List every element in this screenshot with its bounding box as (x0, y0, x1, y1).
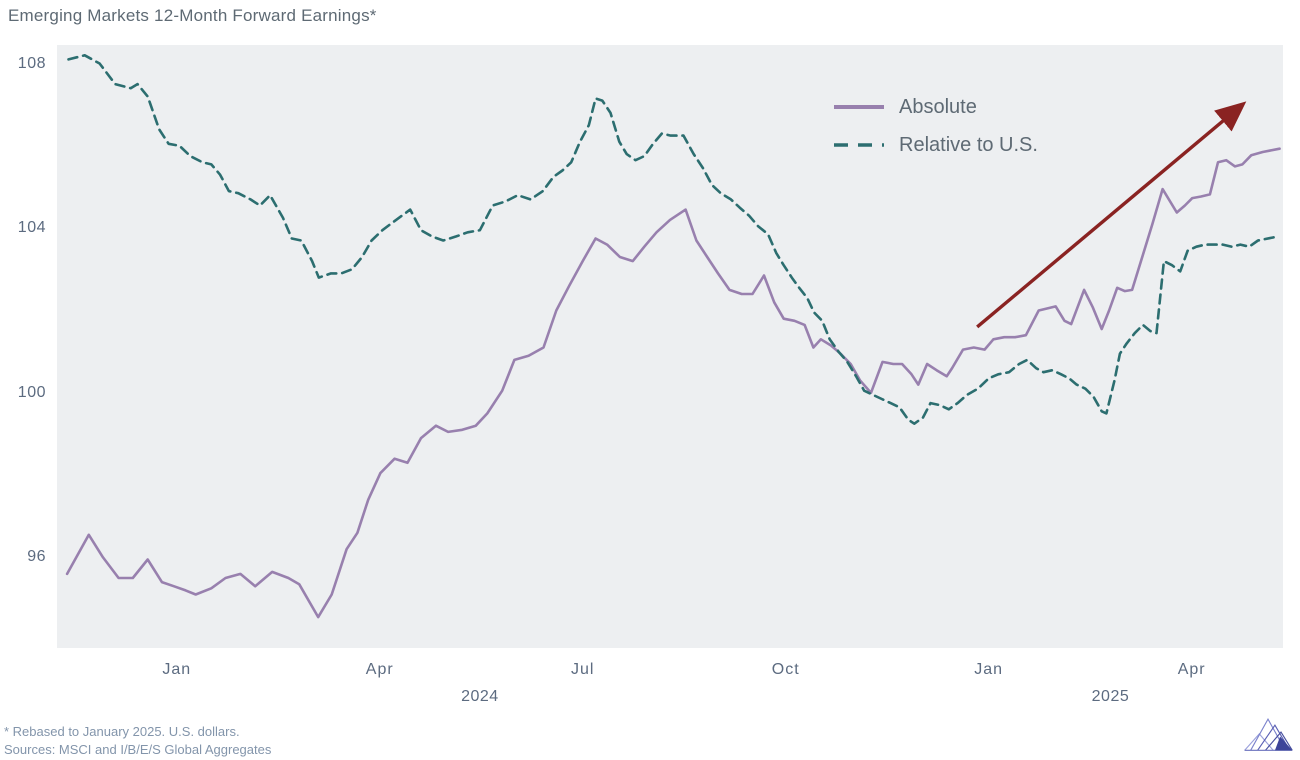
year-label-2024: 2024 (461, 688, 499, 705)
x-tick-label: Jan (974, 661, 1004, 678)
footnotes: * Rebased to January 2025. U.S. dollars.… (4, 723, 271, 759)
x-tick-label: Apr (1177, 661, 1206, 678)
footnote-sources: Sources: MSCI and I/B/E/S Global Aggrega… (4, 742, 272, 757)
y-tick-label-100: 100 (17, 383, 46, 401)
series-line-relative (67, 53, 1280, 426)
y-tick-label-96: 96 (27, 548, 46, 566)
year-label-2025: 2025 (1091, 688, 1130, 705)
x-tick-label: Jan (162, 661, 192, 678)
legend-label: Relative to U.S. (899, 133, 1038, 156)
legend-item: Relative to U.S. (833, 126, 1038, 164)
series-line-absolute (65, 147, 1281, 619)
legend-item: Absolute (833, 88, 1038, 126)
page-title: Emerging Markets 12-Month Forward Earnin… (8, 6, 377, 25)
legend-swatch-solid (834, 105, 884, 109)
legend-swatch-dashed (834, 143, 884, 147)
legend-label: Absolute (899, 95, 977, 118)
plot-area (57, 45, 1283, 648)
y-tick-label-108: 108 (17, 54, 46, 72)
footnote-rebased: * Rebased to January 2025. U.S. dollars. (4, 724, 240, 739)
x-tick-label: Jul (570, 661, 595, 678)
trend-arrow-annotation (976, 101, 1247, 329)
brand-logo-icon (1244, 717, 1293, 751)
x-tick-label: Oct (771, 661, 800, 678)
x-tick-label: Apr (365, 661, 394, 678)
legend: Absolute Relative to U.S. (833, 88, 1038, 164)
y-tick-label-104: 104 (17, 219, 46, 237)
